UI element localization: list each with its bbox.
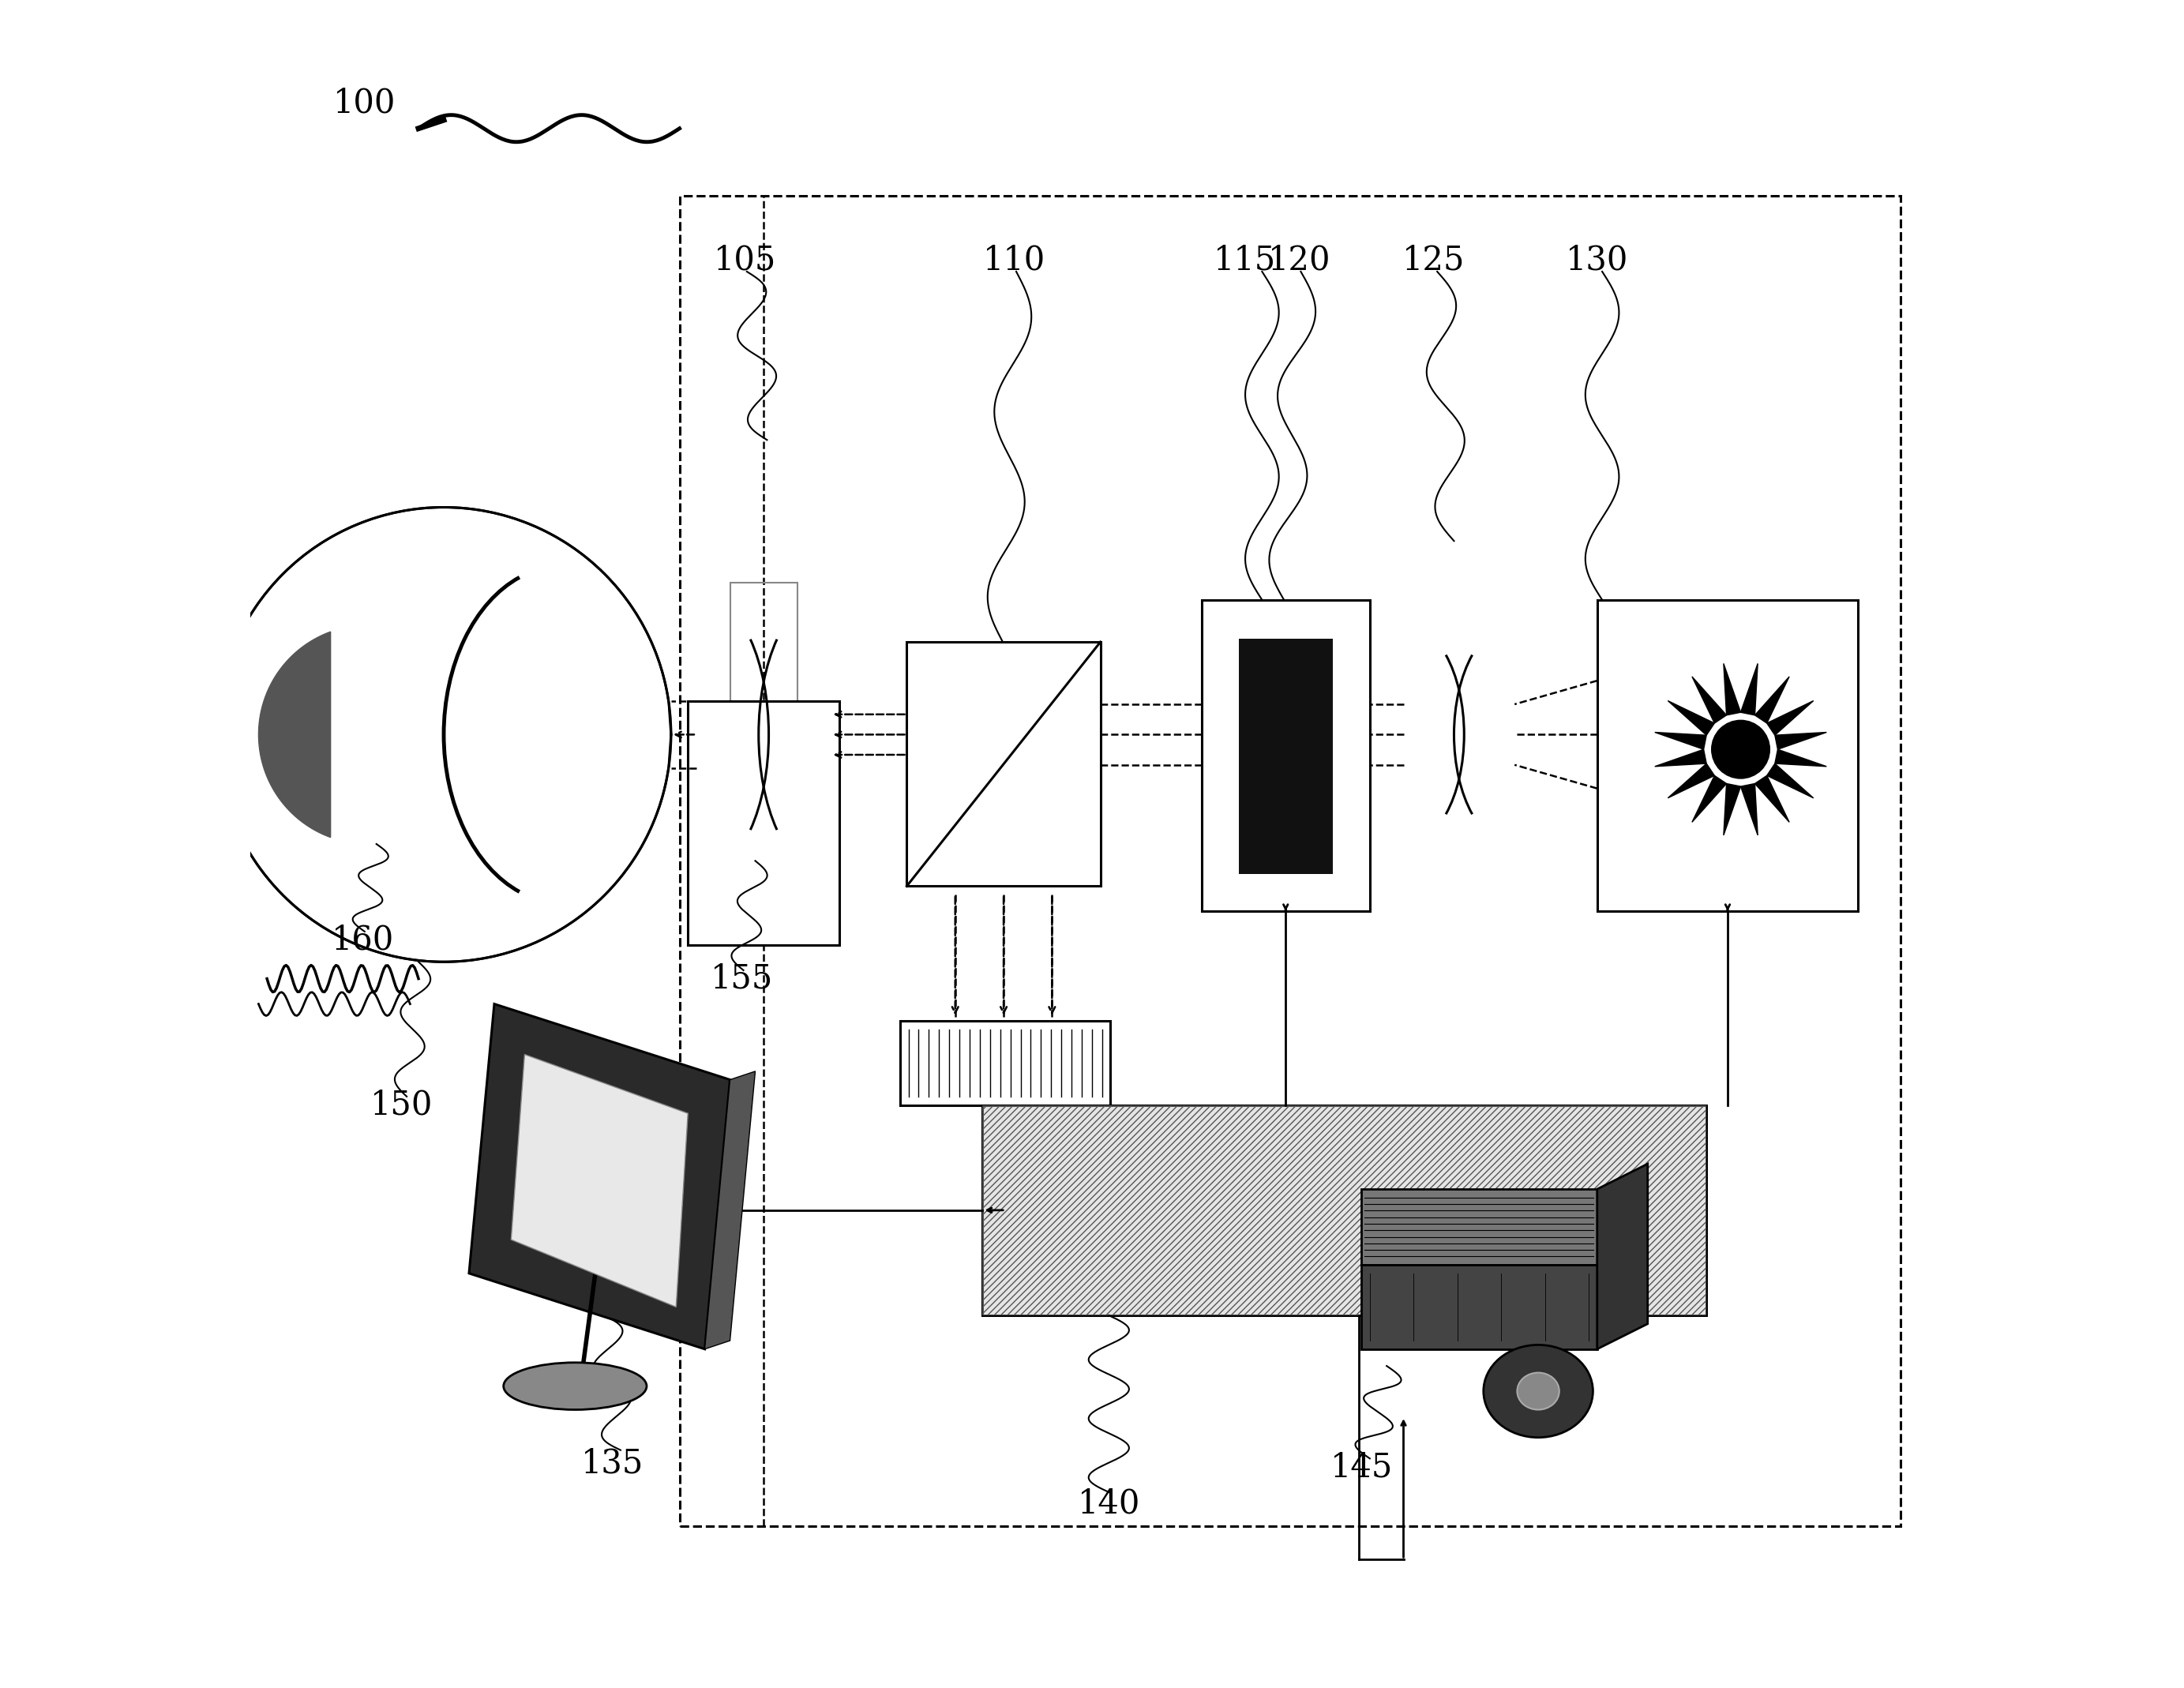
Text: 145: 145 xyxy=(1330,1450,1393,1484)
Polygon shape xyxy=(470,1004,729,1349)
Bar xyxy=(1201,599,1369,912)
Bar xyxy=(688,701,839,945)
Polygon shape xyxy=(1776,733,1826,749)
Bar xyxy=(1597,599,1859,912)
Polygon shape xyxy=(1361,1188,1597,1264)
Bar xyxy=(729,582,797,886)
Bar xyxy=(983,1106,1706,1315)
Polygon shape xyxy=(1669,763,1714,798)
Text: 155: 155 xyxy=(710,962,773,996)
Text: 160: 160 xyxy=(332,923,395,957)
Ellipse shape xyxy=(1518,1372,1559,1409)
Text: 105: 105 xyxy=(714,243,778,277)
Polygon shape xyxy=(1669,701,1714,736)
Text: 125: 125 xyxy=(1402,243,1465,277)
Polygon shape xyxy=(511,1055,688,1307)
Text: 120: 120 xyxy=(1267,243,1330,277)
Polygon shape xyxy=(1754,775,1789,822)
Bar xyxy=(900,1021,1109,1106)
Polygon shape xyxy=(1693,775,1728,822)
Polygon shape xyxy=(705,1072,756,1349)
Ellipse shape xyxy=(505,1362,646,1409)
Bar xyxy=(679,196,1900,1526)
Polygon shape xyxy=(1655,733,1706,749)
Polygon shape xyxy=(1776,749,1826,766)
Polygon shape xyxy=(1767,763,1813,798)
Polygon shape xyxy=(1361,1264,1597,1349)
Polygon shape xyxy=(1754,677,1789,722)
Polygon shape xyxy=(1723,783,1741,836)
Polygon shape xyxy=(1723,663,1741,716)
Bar xyxy=(983,1106,1706,1315)
Text: 135: 135 xyxy=(581,1447,644,1480)
Circle shape xyxy=(1710,719,1771,780)
Bar xyxy=(983,1106,1706,1315)
Text: 130: 130 xyxy=(1566,243,1629,277)
Bar xyxy=(1238,638,1332,874)
Polygon shape xyxy=(258,631,330,837)
Polygon shape xyxy=(1693,677,1728,722)
Bar xyxy=(906,641,1101,886)
Polygon shape xyxy=(1741,783,1758,836)
Ellipse shape xyxy=(1483,1345,1592,1438)
Polygon shape xyxy=(1767,701,1813,736)
Text: 140: 140 xyxy=(1077,1487,1140,1521)
Circle shape xyxy=(216,508,670,962)
Polygon shape xyxy=(1655,749,1706,766)
Text: 110: 110 xyxy=(983,243,1046,277)
Polygon shape xyxy=(1741,663,1758,716)
Text: 100: 100 xyxy=(334,86,395,120)
Polygon shape xyxy=(1597,1165,1647,1349)
Text: 150: 150 xyxy=(371,1089,432,1121)
Text: 115: 115 xyxy=(1214,243,1275,277)
